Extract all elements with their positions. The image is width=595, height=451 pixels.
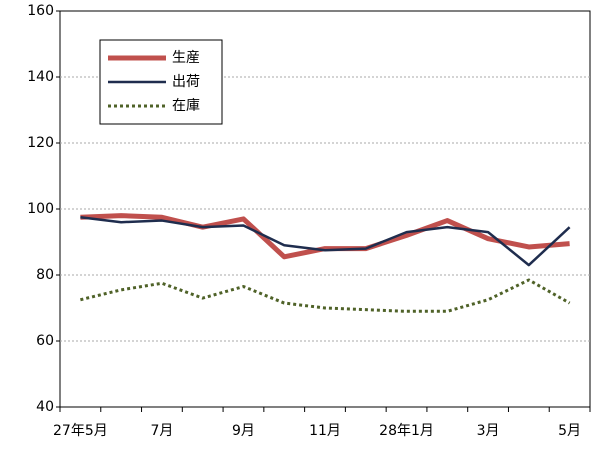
x-tick-label: 9月 [232, 423, 255, 439]
x-tick-label: 28年1月 [379, 423, 434, 439]
legend-label: 在庫 [172, 97, 200, 114]
y-tick-label: 140 [27, 69, 54, 85]
y-tick-label: 40 [36, 399, 54, 415]
series-line [80, 216, 571, 267]
series-line [80, 213, 570, 260]
x-tick-label: 5月 [558, 423, 581, 439]
legend-label: 生産 [172, 50, 200, 66]
legend-label: 出荷 [172, 74, 200, 90]
y-tick-label: 160 [27, 3, 54, 19]
x-tick-label: 3月 [477, 423, 500, 439]
y-tick-label: 100 [27, 201, 54, 217]
x-tick-label: 27年5月 [53, 423, 108, 439]
y-tick-label: 80 [36, 267, 54, 283]
x-tick-label: 7月 [150, 423, 173, 439]
series-line [80, 278, 571, 313]
y-tick-label: 60 [36, 333, 54, 349]
y-tick-label: 120 [27, 135, 54, 151]
x-tick-label: 11月 [309, 423, 341, 439]
